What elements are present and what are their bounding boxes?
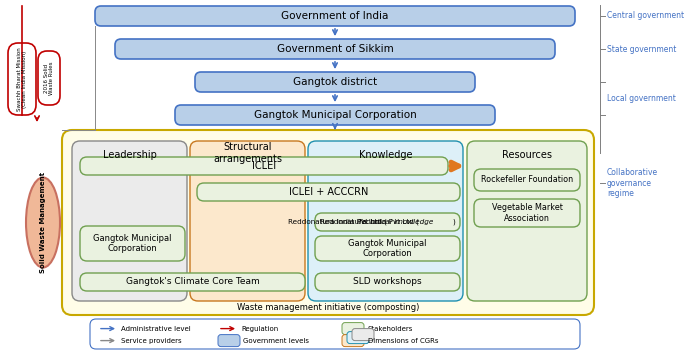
Text: Local government: Local government (607, 94, 676, 103)
Text: Government of India: Government of India (282, 11, 388, 21)
FancyBboxPatch shape (218, 335, 240, 347)
Text: Administrative level: Administrative level (121, 325, 190, 331)
Text: State government: State government (607, 44, 676, 54)
Text: Technical knowledge: Technical knowledge (358, 219, 433, 225)
Text: Vegetable Market
Association: Vegetable Market Association (492, 203, 562, 223)
FancyBboxPatch shape (175, 105, 495, 125)
Text: Reddonatura India Pvt Ltd (: Reddonatura India Pvt Ltd ( (320, 219, 419, 225)
Text: ICLEI: ICLEI (252, 161, 276, 171)
FancyBboxPatch shape (308, 141, 463, 301)
Text: Swachh Bharat Mission
(Clean India Mission): Swachh Bharat Mission (Clean India Missi… (16, 47, 27, 111)
Text: Dimensions of CGRs: Dimensions of CGRs (368, 337, 438, 343)
Text: Gangtok Municipal Corporation: Gangtok Municipal Corporation (253, 110, 416, 120)
FancyBboxPatch shape (8, 43, 36, 115)
FancyBboxPatch shape (315, 236, 460, 261)
FancyBboxPatch shape (352, 329, 374, 341)
Text: Regulation: Regulation (241, 325, 278, 331)
FancyBboxPatch shape (90, 319, 580, 349)
FancyBboxPatch shape (195, 72, 475, 92)
Text: Gangtok Municipal
Corporation: Gangtok Municipal Corporation (348, 239, 427, 258)
FancyBboxPatch shape (38, 51, 60, 105)
FancyBboxPatch shape (95, 6, 575, 26)
Text: Service providers: Service providers (121, 337, 182, 343)
Text: ICLEI + ACCCRN: ICLEI + ACCCRN (289, 187, 368, 197)
Text: Structural
arrangements: Structural arrangements (213, 142, 282, 164)
FancyBboxPatch shape (342, 335, 364, 347)
Text: Gangtok district: Gangtok district (293, 77, 377, 87)
Text: Gangtok's Climate Core Team: Gangtok's Climate Core Team (125, 277, 260, 287)
FancyBboxPatch shape (62, 130, 594, 315)
FancyBboxPatch shape (197, 183, 460, 201)
FancyBboxPatch shape (315, 213, 460, 231)
FancyBboxPatch shape (72, 141, 187, 301)
Text: 2016 Solid
Waste Rules: 2016 Solid Waste Rules (44, 61, 54, 95)
Text: Knowledge: Knowledge (359, 150, 412, 160)
Text: Central government: Central government (607, 12, 684, 20)
FancyBboxPatch shape (347, 331, 369, 343)
Text: Resources: Resources (502, 150, 552, 160)
Text: Rockefeller Foundation: Rockefeller Foundation (481, 175, 573, 185)
FancyBboxPatch shape (80, 273, 305, 291)
FancyBboxPatch shape (315, 273, 460, 291)
FancyBboxPatch shape (342, 323, 364, 335)
Text: Government of Sikkim: Government of Sikkim (277, 44, 393, 54)
Text: Stakeholders: Stakeholders (368, 325, 413, 331)
FancyBboxPatch shape (80, 226, 185, 261)
FancyBboxPatch shape (474, 199, 580, 227)
Text: Collaborative
governance
regime: Collaborative governance regime (607, 168, 658, 198)
Text: ): ) (452, 219, 455, 225)
FancyBboxPatch shape (474, 169, 580, 191)
Text: Reddonatura India Pvt Ltd (: Reddonatura India Pvt Ltd ( (288, 219, 388, 225)
FancyBboxPatch shape (190, 141, 305, 301)
Ellipse shape (26, 178, 60, 268)
Text: Leadership: Leadership (103, 150, 156, 160)
Text: Solid Waste Management: Solid Waste Management (40, 172, 46, 273)
FancyBboxPatch shape (115, 39, 555, 59)
FancyBboxPatch shape (80, 157, 448, 175)
Text: Government levels: Government levels (243, 337, 309, 343)
Text: Waste management initiative (composting): Waste management initiative (composting) (237, 303, 419, 311)
Text: SLD workshops: SLD workshops (353, 277, 422, 287)
FancyBboxPatch shape (467, 141, 587, 301)
Text: Gangtok Municipal
Corporation: Gangtok Municipal Corporation (93, 234, 172, 253)
